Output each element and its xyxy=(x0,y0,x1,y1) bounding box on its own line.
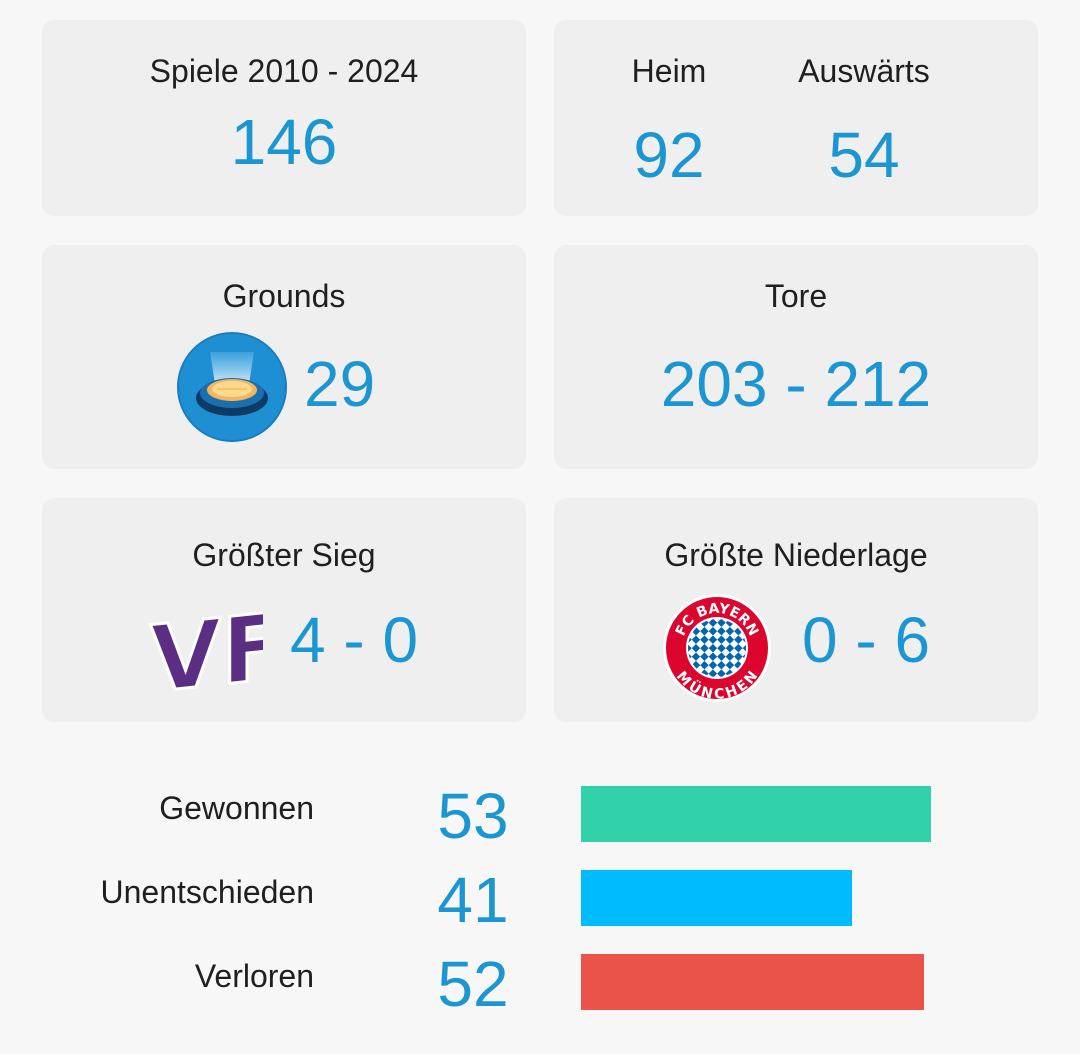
result-bar-won xyxy=(581,786,931,842)
home-label: Heim xyxy=(631,53,707,89)
result-label-lost: Verloren xyxy=(194,958,314,994)
result-bar-draw xyxy=(581,870,852,926)
biggest-loss-label: Größte Niederlage xyxy=(664,537,928,573)
grounds-value: 29 xyxy=(304,348,376,420)
biggest-loss-card: Größte Niederlage FC BAYERN MÜNCHEN 0 - … xyxy=(554,498,1038,722)
away-label: Auswärts xyxy=(798,53,930,89)
away-value: 54 xyxy=(828,119,900,191)
biggest-loss-score: 0 - 6 xyxy=(802,604,931,676)
grounds-label: Grounds xyxy=(222,278,346,314)
result-value-lost: 52 xyxy=(437,948,509,1020)
fc-bayern-logo: FC BAYERN MÜNCHEN xyxy=(663,594,771,703)
goals-label: Tore xyxy=(764,278,828,314)
vfl-logo: VFL xyxy=(149,594,264,702)
result-label-draw: Unentschieden xyxy=(100,874,314,910)
home-value: 92 xyxy=(633,119,705,191)
goals-value: 203 - 212 xyxy=(660,348,932,420)
vfl-logo-text: VFL xyxy=(150,594,263,702)
stadium-icon xyxy=(177,332,287,442)
result-value-draw: 41 xyxy=(437,864,509,936)
grounds-card: Grounds 29 xyxy=(42,245,526,469)
result-value-won: 53 xyxy=(437,780,509,852)
games-label: Spiele 2010 - 2024 xyxy=(149,53,419,89)
home-away-card: Heim 92 Auswärts 54 xyxy=(554,20,1038,216)
goals-card: Tore 203 - 212 xyxy=(554,245,1038,469)
games-card: Spiele 2010 - 2024 146 xyxy=(42,20,526,216)
result-label-won: Gewonnen xyxy=(159,790,314,826)
games-value: 146 xyxy=(230,106,338,178)
biggest-win-card: Größter Sieg VFL 4 - 0 xyxy=(42,498,526,722)
biggest-win-score: 4 - 0 xyxy=(290,604,419,676)
result-bar-lost xyxy=(581,954,925,1010)
biggest-win-label: Größter Sieg xyxy=(192,537,376,573)
